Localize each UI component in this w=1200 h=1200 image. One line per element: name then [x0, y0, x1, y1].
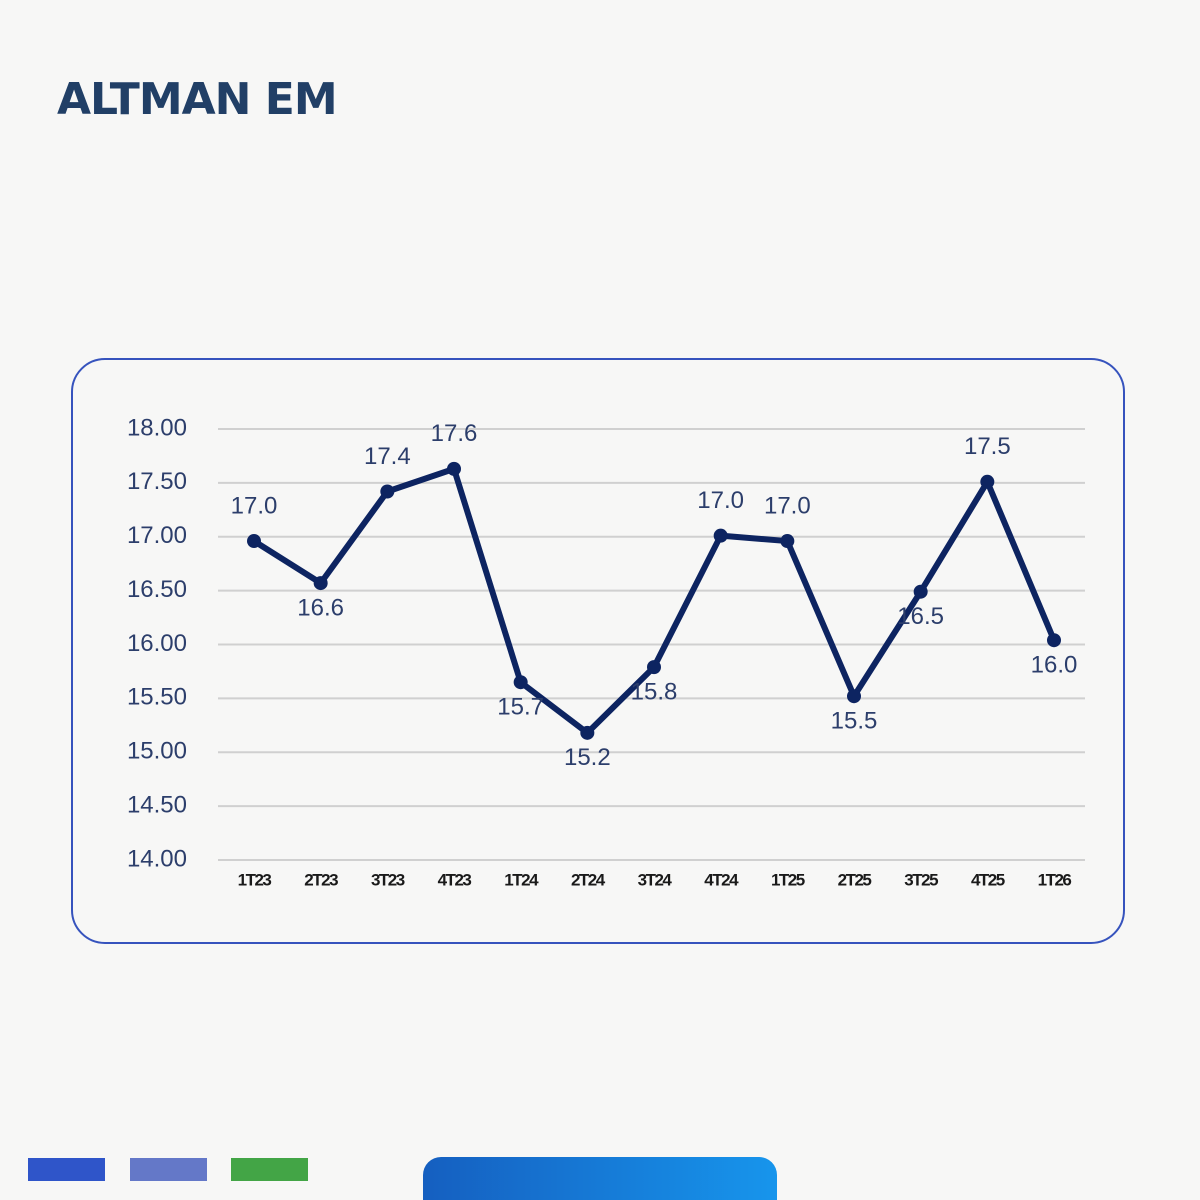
value-label: 16.5	[897, 603, 944, 630]
x-tick-label: 3T23	[371, 870, 405, 889]
point	[1047, 633, 1061, 648]
decor-bar	[231, 1158, 308, 1181]
point	[913, 584, 928, 599]
point	[247, 534, 261, 549]
x-tick-label: 1T24	[504, 870, 539, 889]
decor-bar	[130, 1158, 207, 1181]
x-tick-label: 4T23	[438, 870, 472, 889]
point	[847, 689, 861, 704]
y-tick-label: 15.00	[127, 738, 187, 765]
value-label: 16.0	[1031, 652, 1078, 679]
x-tick-label: 1T25	[771, 870, 805, 889]
y-tick-label: 16.00	[127, 630, 187, 657]
x-tick-label: 1T26	[1038, 870, 1072, 889]
value-label: 15.8	[631, 678, 678, 705]
y-tick-label: 17.00	[127, 522, 187, 549]
y-tick-label: 16.50	[127, 576, 187, 603]
y-tick-label: 18.00	[127, 414, 187, 441]
button[interactable]	[423, 1157, 777, 1200]
value-label: 15.7	[497, 694, 544, 721]
y-tick-label: 17.50	[127, 468, 187, 495]
x-tick-label: 3T25	[904, 870, 938, 889]
y-tick-label: 14.00	[127, 845, 187, 872]
point	[380, 484, 395, 499]
value-label: 17.6	[431, 420, 478, 447]
point	[580, 725, 595, 740]
chart-card	[71, 358, 1125, 944]
point	[713, 528, 728, 543]
y-tick-label: 15.50	[127, 684, 187, 711]
y-tick-label: 14.50	[127, 791, 187, 818]
value-label: 17.0	[697, 487, 744, 514]
value-label: 15.2	[564, 744, 611, 771]
point	[313, 576, 328, 591]
value-label: 17.0	[764, 492, 811, 519]
x-tick-label: 1T23	[238, 870, 272, 889]
value-label: 15.5	[831, 708, 878, 735]
x-tick-label: 2T25	[838, 870, 872, 889]
point	[980, 474, 995, 489]
value-label: 17.4	[364, 443, 411, 470]
value-label: 17.5	[964, 433, 1011, 460]
point	[447, 461, 461, 476]
page-title: ALTMAN EM	[57, 74, 338, 125]
x-tick-label: 2T23	[304, 870, 338, 889]
point	[647, 660, 661, 675]
value-label: 17.0	[231, 492, 278, 519]
decor-bar	[28, 1158, 105, 1181]
value-label: 16.6	[297, 594, 344, 621]
point	[513, 675, 528, 690]
x-tick-label: 4T24	[704, 870, 739, 889]
x-tick-label: 2T24	[571, 870, 606, 889]
x-tick-label: 3T24	[638, 870, 673, 889]
x-tick-label: 4T25	[971, 870, 1005, 889]
point	[780, 534, 795, 549]
